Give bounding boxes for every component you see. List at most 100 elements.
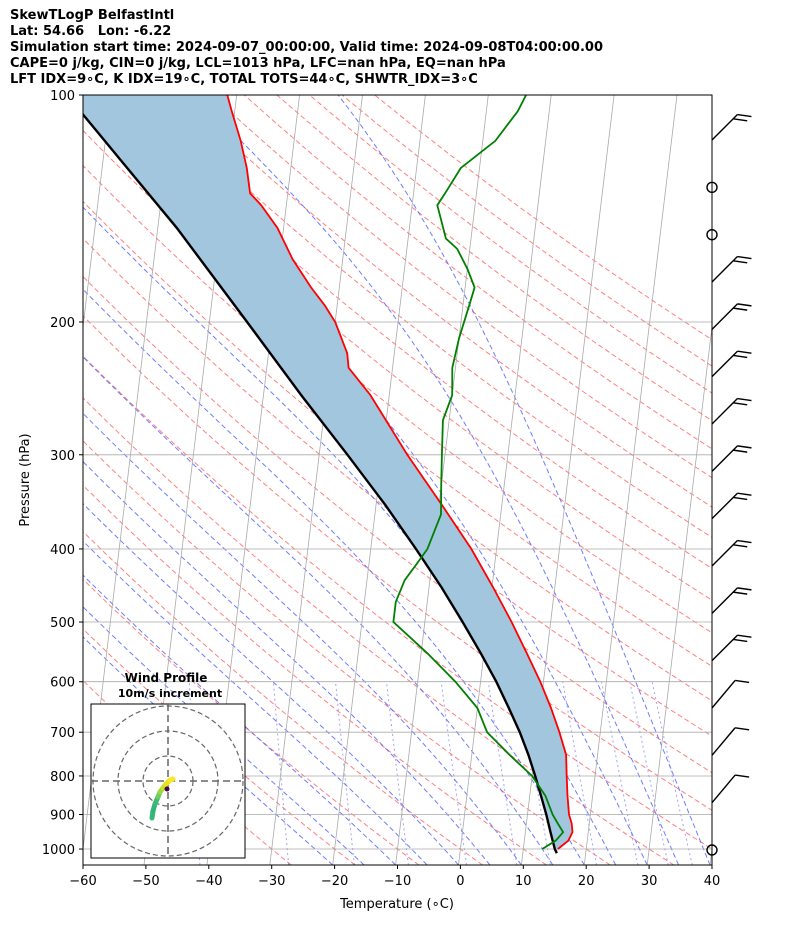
wind-barb <box>711 587 752 614</box>
dewpoint-line <box>392 95 565 850</box>
isotherm <box>458 95 552 865</box>
mixing-ratio-line <box>651 681 693 865</box>
barb-flag <box>737 303 752 307</box>
cin-shading <box>83 95 573 854</box>
hodograph-start-point <box>164 786 170 792</box>
hodograph-inset: Wind Profile 10m/s increment <box>90 671 246 859</box>
wind-barb <box>711 113 752 141</box>
barb-flag <box>737 587 752 591</box>
isotherm <box>583 95 678 865</box>
wind-barbs <box>706 113 752 856</box>
moist-adiabat <box>83 540 428 865</box>
dry-adiabat <box>83 628 356 865</box>
wind-barb <box>711 679 750 709</box>
dry-adiabat <box>83 397 675 865</box>
wind-barb <box>711 634 752 662</box>
mixing-ratio-line <box>440 681 468 865</box>
barb-flag <box>733 638 748 643</box>
barb-flag <box>737 492 752 496</box>
cape-line: CAPE=0 j/kg, CIN=0 j/kg, LCL=1013 hPa, L… <box>10 56 506 71</box>
profiles <box>83 95 574 854</box>
barb-staff <box>711 774 736 804</box>
barb-flag <box>737 113 752 118</box>
wind-barb <box>711 255 752 283</box>
x-tick-label: 20 <box>578 874 595 889</box>
dry-adiabat <box>83 578 420 865</box>
barb-flag <box>733 307 748 311</box>
mixing-ratio-line <box>272 681 290 865</box>
hodograph-trace <box>167 776 176 783</box>
isotherm <box>709 845 712 865</box>
barb-flag <box>735 727 750 731</box>
y-tick-label: 100 <box>50 89 75 104</box>
chart-title: SkewTLogP BelfastIntl <box>10 8 175 23</box>
wind-barb <box>711 397 752 425</box>
wind-barb <box>711 492 752 520</box>
x-tick-label: −50 <box>132 874 159 889</box>
isotherm <box>83 95 112 331</box>
moist-adiabat <box>83 460 491 865</box>
barb-flag <box>737 445 752 449</box>
moist-adiabat <box>83 502 459 865</box>
moist-adiabat <box>195 95 680 865</box>
wind-barb <box>711 539 752 567</box>
mixing-ratio-line <box>562 681 597 865</box>
dry-adiabat <box>374 95 712 341</box>
barb-staff <box>711 727 736 756</box>
location-line: Lat: 54.66 Lon: -6.22 <box>10 24 172 39</box>
moist-adiabat <box>83 356 554 865</box>
y-axis-label: Pressure (hPa) <box>18 433 33 526</box>
wind-barb <box>711 303 752 330</box>
x-tick-label: −30 <box>258 874 285 889</box>
wind-barb <box>711 445 752 472</box>
y-tick-label: 800 <box>50 770 75 785</box>
barb-flag <box>735 679 750 684</box>
dry-adiabat <box>83 484 547 865</box>
y-tick-label: 200 <box>50 316 75 331</box>
barb-flag <box>735 774 750 778</box>
barb-flag <box>737 255 752 260</box>
wind-barb <box>711 350 752 378</box>
x-tick-label: 40 <box>704 874 721 889</box>
isotherm <box>646 323 712 865</box>
y-tick-label: 700 <box>50 726 75 741</box>
barb-flag <box>737 539 752 544</box>
y-tick-label: 1000 <box>42 843 75 858</box>
mixing-ratio-line <box>335 681 355 865</box>
barb-flag <box>733 118 748 122</box>
y-tick-label: 300 <box>50 449 75 464</box>
mixing-ratio-line <box>629 681 669 865</box>
barb-flag <box>737 634 752 638</box>
dry-adiabat <box>83 275 712 774</box>
x-tick-label: 0 <box>456 874 464 889</box>
moist-adiabat <box>337 95 711 865</box>
isotherm <box>269 95 363 865</box>
dry-adiabat <box>211 95 712 479</box>
x-tick-label: −10 <box>384 874 411 889</box>
barb-staff <box>711 679 736 709</box>
hodograph-subtitle: 10m/s increment <box>118 687 222 700</box>
barb-flag <box>737 350 752 354</box>
y-tick-label: 600 <box>50 676 75 691</box>
moist-adiabat <box>83 105 648 865</box>
x-axis-label: Temperature (∘C) <box>339 897 454 912</box>
moist-adiabat <box>83 412 522 865</box>
dry-adiabat <box>113 95 712 569</box>
barb-flag <box>733 402 748 406</box>
mixing-ratio-line <box>601 681 639 865</box>
barb-flag <box>733 449 748 453</box>
barb-flag <box>737 397 752 402</box>
dry-adiabat <box>178 95 712 508</box>
dry-adiabat <box>83 355 712 850</box>
mixing-ratio-line <box>487 681 518 865</box>
moist-adiabat <box>83 636 334 865</box>
dry-adiabat <box>83 129 712 634</box>
y-tick-label: 400 <box>50 543 75 558</box>
y-tick-label: 500 <box>50 616 75 631</box>
x-tick-label: 30 <box>641 874 658 889</box>
moist-adiabat <box>83 574 396 865</box>
wind-barb <box>711 727 750 756</box>
x-tick-label: −20 <box>321 874 348 889</box>
parcel-profile-line <box>83 112 558 854</box>
